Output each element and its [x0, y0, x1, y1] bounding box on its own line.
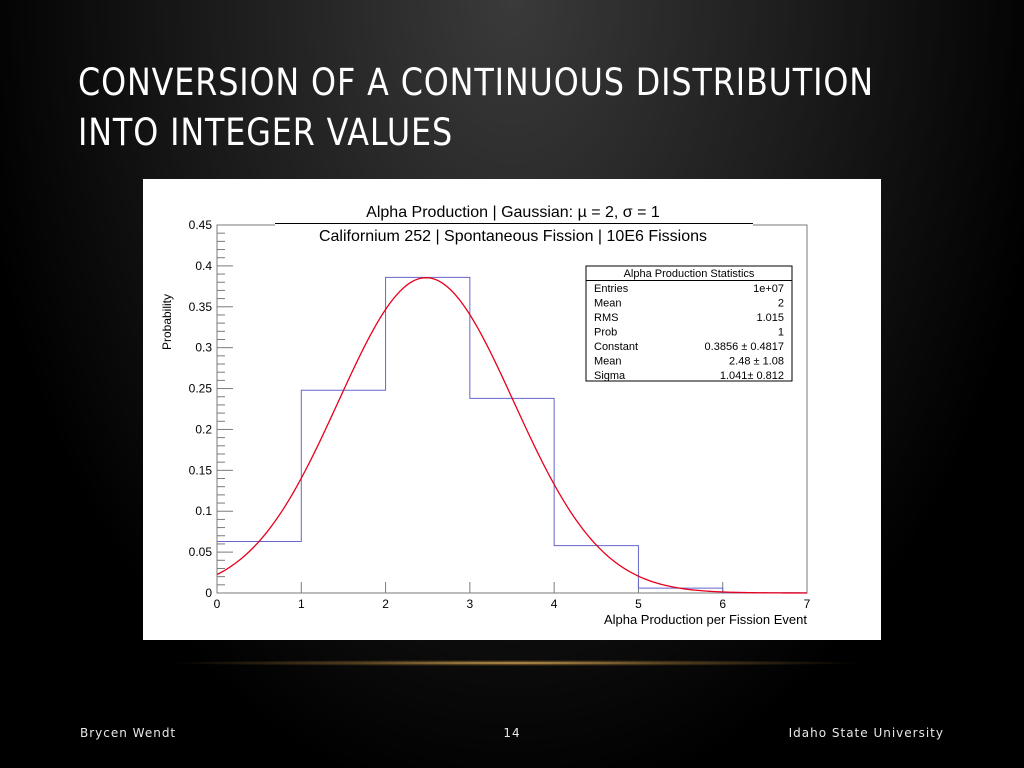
y-tick-label: 0.05 [189, 545, 213, 559]
stats-box-frame [585, 265, 793, 382]
x-tick-label: 1 [298, 597, 305, 611]
histogram-bin [301, 390, 385, 593]
y-tick-label: 0.1 [195, 504, 212, 518]
x-tick-label: 2 [382, 597, 389, 611]
chart-title: Alpha Production | Gaussian: µ = 2, σ = … [366, 204, 660, 221]
stats-row-value: 2 [778, 298, 784, 310]
stats-row-value: 1.041± 0.812 [720, 370, 784, 382]
y-tick-label: 0.25 [189, 382, 213, 396]
x-axis-ticks: 0 1 2 3 4 5 6 7 [214, 582, 811, 611]
slide-title-line-2: INTO INTEGER VALUES [78, 111, 454, 154]
stats-row-label: Prob [594, 327, 617, 339]
chart-subtitle: Californium 252 | Spontaneous Fission | … [319, 228, 707, 245]
stats-box-title: Alpha Production Statistics [624, 268, 755, 280]
gaussian-fit-curve [216, 277, 807, 594]
y-tick-label: 0.2 [195, 422, 212, 436]
histogram-chart: 0 0.05 0.1 0.15 0.2 0.25 0.3 0.35 0.4 0.45 0 1 2 3 4 5… [160, 201, 811, 627]
stats-row-label: Entries [594, 283, 629, 295]
stats-row-label: Mean [594, 298, 622, 310]
x-tick-label: 7 [804, 597, 811, 611]
x-axis-label: Alpha Production per Fission Event [604, 612, 807, 627]
footer-divider [170, 660, 860, 666]
histogram-bin [470, 398, 554, 593]
y-tick-label: 0 [205, 586, 212, 600]
slide-title-line-1: CONVERSION OF A CONTINUOUS DISTRIBUTION [78, 61, 874, 104]
stats-row-label: Constant [594, 341, 638, 353]
slide-title: CONVERSION OF A CONTINUOUS DISTRIBUTION … [78, 58, 874, 158]
y-tick-label: 0.35 [189, 300, 213, 314]
stats-row-value: 1.015 [756, 312, 784, 324]
chart-panel: 0 0.05 0.1 0.15 0.2 0.25 0.3 0.35 0.4 0.45 0 1 2 3 4 5… [143, 179, 881, 640]
x-tick-label: 6 [719, 597, 726, 611]
stats-row-value: 0.3856 ± 0.4817 [705, 341, 784, 353]
statistics-box: Alpha Production Statistics Entries 1e+07… [585, 265, 793, 382]
y-axis-label: Probability [160, 294, 174, 350]
x-tick-label: 5 [635, 597, 642, 611]
stats-row-label: Sigma [594, 370, 626, 382]
y-tick-label: 0.15 [189, 463, 213, 477]
y-axis-ticks: 0 0.05 0.1 0.15 0.2 0.25 0.3 0.35 0.4 0.45 [189, 218, 233, 600]
stats-row-value: 2.48 ± 1.08 [729, 356, 784, 368]
stats-row-value: 1 [778, 327, 784, 339]
stats-row-label: Mean [594, 356, 622, 368]
footer-page-number: 14 [503, 726, 521, 740]
histogram-outline [217, 276, 808, 594]
stats-row-value: 1e+07 [753, 283, 784, 295]
x-tick-label: 4 [551, 597, 558, 611]
y-tick-label: 0.45 [189, 218, 213, 232]
y-tick-label: 0.3 [195, 341, 212, 355]
stats-row-label: RMS [594, 312, 618, 324]
histogram-bins [217, 276, 808, 594]
footer-institution: Idaho State University [788, 726, 944, 740]
x-tick-label: 3 [467, 597, 474, 611]
chart-title-block: Alpha Production | Gaussian: µ = 2, σ = … [275, 201, 753, 247]
x-tick-label: 0 [214, 597, 221, 611]
footer-author: Brycen Wendt [80, 726, 177, 740]
stats-rows: Entries 1e+07 Mean 2 RMS 1.015 Prob 1 Constant 0.… [594, 283, 784, 382]
y-tick-label: 0.4 [195, 259, 212, 273]
histogram-bin [386, 277, 470, 593]
